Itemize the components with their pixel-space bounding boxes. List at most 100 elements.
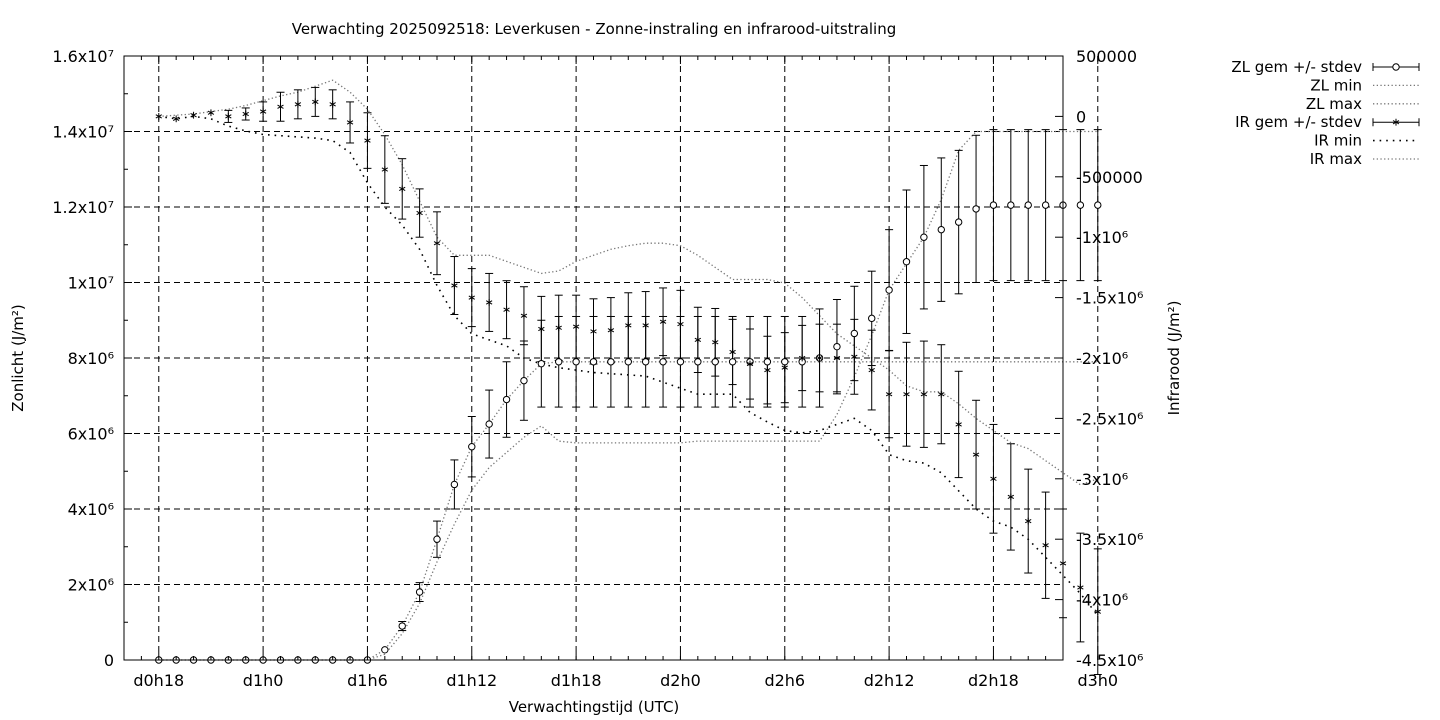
- x-tick-label: d2h6: [764, 671, 805, 690]
- ir-point: [1025, 517, 1032, 525]
- ir-point: [155, 113, 162, 120]
- zl-point: [555, 358, 563, 366]
- ir-point-stroke: [607, 328, 615, 333]
- ir-point-stroke: [433, 241, 441, 246]
- ir-point-stroke: [833, 355, 841, 361]
- zl-point: [398, 622, 406, 630]
- legend-label: ZL min: [1310, 76, 1362, 94]
- ir-point: [746, 360, 754, 368]
- ir-point: [677, 320, 684, 328]
- x-axis-ticks: d0h18 d1h0 d1h6 d1h12 d1h18 d2h0 d2h6 d2h12 d2h1…: [133, 56, 1118, 690]
- ir-point: [885, 390, 893, 398]
- ir-point-stroke: [416, 210, 423, 216]
- ir-point: [433, 239, 441, 247]
- ir-point: [312, 98, 319, 106]
- zl-point: [711, 358, 719, 366]
- ir-point-stroke: [903, 392, 910, 397]
- zl-point: [433, 535, 441, 543]
- ir-point-stroke: [312, 99, 319, 105]
- ir-point: [207, 109, 215, 117]
- ir-point: [485, 299, 493, 306]
- zl-point: [520, 376, 528, 385]
- ir-point: [607, 326, 615, 334]
- ir-point: [625, 321, 632, 329]
- ir-point: [503, 306, 510, 314]
- ir-point-stroke: [625, 323, 632, 328]
- zl-point: [920, 233, 928, 241]
- ir-point: [381, 166, 389, 173]
- ir-point-stroke: [746, 361, 754, 367]
- y2-tick-label: 500000: [1076, 47, 1137, 66]
- ir-point: [1077, 584, 1084, 591]
- ir-point: [764, 366, 771, 374]
- ir-point: [364, 137, 371, 144]
- ir-point-stroke: [712, 340, 719, 345]
- ir-point-stroke: [764, 367, 771, 373]
- y-tick-label: 1.2x10⁷: [52, 198, 114, 217]
- zl-point: [972, 205, 980, 213]
- ir-point-stroke: [259, 109, 267, 114]
- y2-tick-label: -4.5x10⁶: [1076, 651, 1143, 670]
- zl-point: [624, 358, 632, 366]
- ir-point-stroke: [938, 392, 945, 397]
- y-tick-label: 8x10⁶: [68, 349, 114, 368]
- ir-point: [277, 103, 284, 111]
- ir-point: [294, 100, 302, 108]
- legend-label: IR gem +/- stdev: [1235, 113, 1362, 131]
- y2-tick-label: -1.5x10⁶: [1076, 289, 1143, 308]
- ir-point: [781, 364, 788, 372]
- ir-point-stroke: [555, 325, 562, 330]
- x-tick-label: d1h0: [243, 671, 284, 690]
- ir-point-stroke: [990, 476, 997, 481]
- ir-point: [798, 354, 806, 362]
- ir-point: [659, 318, 667, 326]
- ir-point-stroke: [172, 116, 180, 121]
- zl-point: [537, 359, 546, 368]
- zl-point: [676, 358, 685, 366]
- ir-point-stroke: [798, 355, 806, 361]
- zl-point: [728, 358, 737, 366]
- zl-point: [1007, 201, 1015, 209]
- ir-point-stroke: [329, 102, 336, 107]
- ir-point: [172, 115, 180, 123]
- ir-point: [329, 100, 336, 108]
- x-tick-label: d2h12: [864, 671, 915, 690]
- ir-point-stroke: [572, 324, 580, 329]
- ir-point-stroke: [155, 114, 162, 119]
- x-axis-label: Verwachtingstijd (UTC): [509, 698, 680, 716]
- ir-point: [1094, 608, 1101, 616]
- x-tick-label: d1h18: [551, 671, 602, 690]
- x-tick-label: d1h6: [347, 671, 388, 690]
- y-tick-label: 6x10⁶: [68, 425, 114, 444]
- zl-point: [763, 358, 772, 366]
- zl-point: [589, 358, 598, 366]
- ir-point: [468, 294, 475, 301]
- ir-point: [851, 353, 858, 361]
- error-bars: [224, 86, 1102, 675]
- ir-point: [1042, 541, 1049, 549]
- y2-tick-label: 0: [1076, 107, 1086, 126]
- ir-point: [572, 323, 580, 330]
- ir-point-stroke: [955, 422, 962, 427]
- y2-tick-label: -500000: [1076, 168, 1143, 187]
- zl-point: [850, 329, 859, 338]
- ir-point: [642, 321, 649, 329]
- ir-point: [972, 451, 980, 459]
- ir-point: [259, 108, 267, 115]
- zl-point: [781, 358, 789, 366]
- legend-marker: [1392, 118, 1400, 126]
- ir-point: [955, 421, 962, 428]
- y2-tick-label: -3.5x10⁶: [1076, 530, 1143, 549]
- zl-point: [415, 588, 424, 596]
- legend-label: IR max: [1310, 150, 1362, 168]
- ir-point-stroke: [503, 307, 510, 312]
- y2-axis-ticks: -4.5x10⁶ -4x10⁶ -3.5x10⁶ -3x10⁶ -2.5x10⁶ -2x1…: [1055, 47, 1143, 670]
- y-tick-label: 2x10⁶: [68, 576, 114, 595]
- ir-point-stroke: [451, 283, 458, 288]
- ir-point: [833, 354, 841, 362]
- zl-point: [937, 225, 945, 234]
- ir-point: [555, 324, 562, 332]
- zl-point: [450, 480, 459, 489]
- ir-point: [225, 113, 232, 120]
- ir-point-stroke: [868, 367, 875, 373]
